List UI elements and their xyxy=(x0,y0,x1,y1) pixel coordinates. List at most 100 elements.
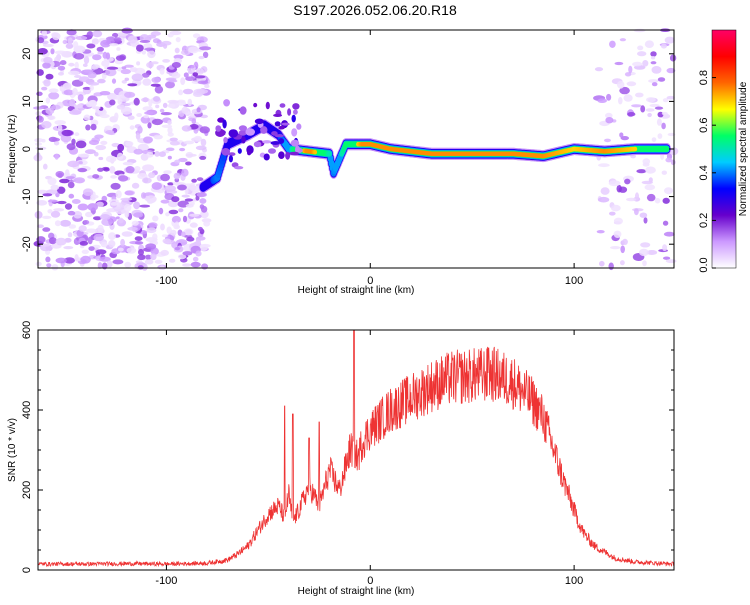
x-tick-label: 100 xyxy=(565,575,583,587)
noise-blob xyxy=(167,99,179,104)
noise-blob xyxy=(596,230,605,234)
noise-blob xyxy=(69,98,76,107)
y-tick-label: 0 xyxy=(21,567,33,573)
signal-patch xyxy=(290,139,300,147)
noise-blob xyxy=(131,73,144,82)
noise-blob xyxy=(138,248,144,256)
noise-blob xyxy=(182,263,192,267)
noise-blob xyxy=(154,259,163,264)
noise-blob xyxy=(85,124,91,131)
noise-blob xyxy=(635,192,639,201)
noise-blob xyxy=(620,260,625,266)
colorbar-ticks: 0.0 0.2 0.4 0.6 0.8 xyxy=(698,70,716,273)
noise-blob xyxy=(178,157,188,163)
noise-blob xyxy=(55,171,65,178)
noise-blob xyxy=(637,51,647,57)
noise-blob xyxy=(598,163,610,168)
noise-blob xyxy=(147,34,157,39)
noise-blob xyxy=(102,51,108,59)
noise-blob xyxy=(669,54,677,62)
noise-blob xyxy=(90,123,97,131)
noise-blob xyxy=(43,56,53,64)
noise-blob xyxy=(146,227,157,234)
signal-patch xyxy=(228,129,239,138)
noise-blob xyxy=(137,254,146,261)
signal-patch xyxy=(262,140,272,144)
noise-blob xyxy=(116,152,124,160)
noise-blob xyxy=(188,46,199,54)
signal-patch xyxy=(260,126,268,134)
signal-patch xyxy=(228,155,233,163)
signal-patch xyxy=(274,121,281,127)
noise-blob xyxy=(50,210,61,218)
noise-blob xyxy=(160,223,165,231)
noise-blob xyxy=(37,189,48,194)
signal-patch xyxy=(215,125,222,132)
noise-blob xyxy=(135,132,141,140)
noise-blob xyxy=(83,220,90,225)
signal-mark xyxy=(220,153,227,162)
noise-blob xyxy=(92,54,102,61)
noise-blob xyxy=(45,107,55,115)
noise-blob xyxy=(661,122,666,130)
noise-blob xyxy=(200,210,209,219)
noise-blob xyxy=(91,38,99,45)
noise-blob xyxy=(96,46,105,52)
noise-blob xyxy=(167,132,174,137)
noise-blob xyxy=(177,254,187,260)
noise-blob xyxy=(196,177,204,182)
snr-ticks: -100 0 100 0 200 400 600 xyxy=(21,321,674,587)
noise-blob xyxy=(627,112,636,117)
noise-blob xyxy=(661,111,668,116)
noise-blob xyxy=(110,175,117,179)
noise-blob xyxy=(609,40,616,48)
noise-blob xyxy=(54,50,67,55)
noise-blob xyxy=(142,164,155,172)
noise-blob xyxy=(94,134,104,139)
noise-blob xyxy=(167,103,176,108)
noise-blob xyxy=(143,136,153,144)
noise-blob xyxy=(126,247,137,254)
noise-blob xyxy=(187,98,193,107)
noise-blob xyxy=(127,83,138,87)
colorbar-tick-label: 0.8 xyxy=(698,70,710,85)
noise-blob xyxy=(182,215,188,223)
signal-patch xyxy=(271,131,278,136)
signal-mark xyxy=(313,149,318,155)
colorbar: 0.0 0.2 0.4 0.6 0.8 Normalized spectral ampl… xyxy=(698,29,749,273)
noise-blob xyxy=(146,62,154,68)
noise-blob xyxy=(169,140,180,146)
noise-blob xyxy=(35,261,42,267)
noise-blob xyxy=(137,265,144,270)
noise-blob xyxy=(182,88,194,95)
noise-blob xyxy=(174,247,180,251)
noise-blob xyxy=(664,36,675,44)
signal-patch xyxy=(245,128,255,136)
signal-patch xyxy=(289,151,300,156)
y-tick-label: 600 xyxy=(21,321,33,339)
noise-blob xyxy=(46,189,58,195)
noise-blob xyxy=(69,110,82,115)
signal-patch xyxy=(217,117,225,123)
noise-blob xyxy=(129,125,135,130)
noise-blob xyxy=(120,68,131,75)
noise-blob xyxy=(173,172,181,180)
noise-blob xyxy=(594,67,604,72)
noise-blob xyxy=(117,98,123,105)
noise-blob xyxy=(203,220,211,227)
signal-patch xyxy=(285,151,291,160)
noise-blob xyxy=(660,43,667,49)
y-tick-label: 20 xyxy=(21,48,33,60)
signal-patch xyxy=(291,128,298,137)
noise-blob xyxy=(651,66,662,74)
noise-blob xyxy=(199,198,207,204)
noise-blob xyxy=(54,153,59,160)
signal-patch xyxy=(273,113,283,117)
noise-blob xyxy=(605,117,614,124)
noise-blob xyxy=(108,232,116,241)
noise-blob xyxy=(195,68,205,75)
noise-blob xyxy=(141,263,148,271)
signal-trace xyxy=(198,99,672,194)
noise-blob xyxy=(178,89,184,96)
noise-blob xyxy=(113,37,122,42)
